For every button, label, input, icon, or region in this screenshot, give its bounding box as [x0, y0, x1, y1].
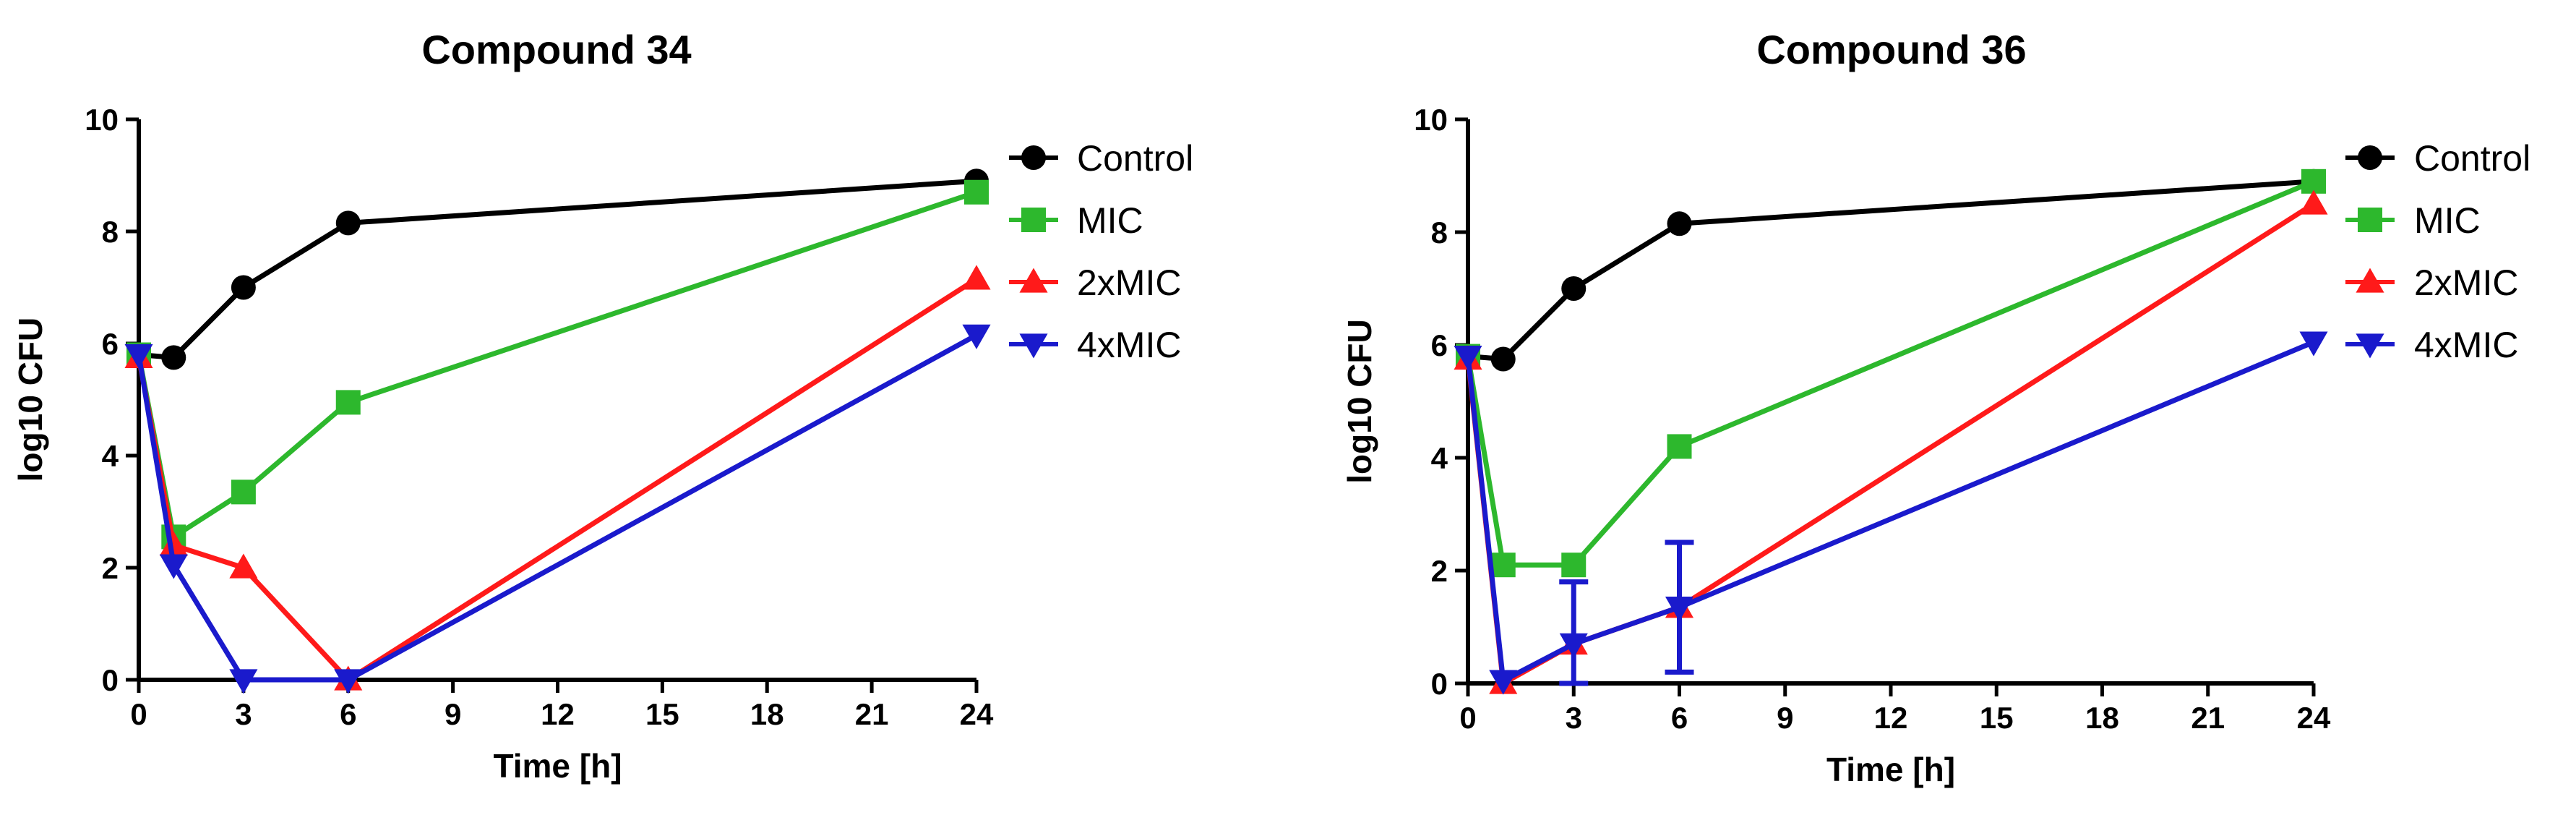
x-tick-label: 9 — [1777, 701, 1793, 735]
legend-entry-2xMIC: 2xMIC — [1009, 263, 1181, 303]
data-point — [964, 179, 989, 205]
y-axis-label: log10 CFU — [12, 317, 49, 482]
legend-label: MIC — [1077, 200, 1143, 241]
x-tick-label: 15 — [645, 697, 679, 731]
data-point — [335, 390, 361, 415]
data-point — [1561, 276, 1587, 301]
x-tick-label: 0 — [130, 697, 147, 731]
y-tick-label: 8 — [102, 215, 119, 249]
legend-entry-2xMIC: 2xMIC — [2345, 263, 2518, 303]
series-line — [1465, 179, 2315, 568]
data-point — [1490, 346, 1516, 372]
legend-entry-MIC: MIC — [2345, 200, 2481, 241]
series-4xMIC — [124, 324, 991, 694]
legend-entry-4xMIC: 4xMIC — [2345, 325, 2518, 365]
y-tick-label: 6 — [102, 327, 119, 361]
data-point — [229, 553, 258, 579]
y-tick-label: 0 — [1431, 667, 1448, 701]
x-tick-label: 6 — [340, 697, 356, 731]
series-line — [136, 276, 978, 683]
y-tick-label: 10 — [85, 103, 119, 137]
y-tick-label: 4 — [1431, 441, 1448, 475]
x-tick-label: 24 — [960, 697, 994, 731]
y-tick-label: 6 — [1431, 328, 1448, 362]
legend-entry-MIC: MIC — [1009, 200, 1143, 241]
legend-label: 2xMIC — [1077, 263, 1181, 303]
legend-label: Control — [2414, 138, 2530, 179]
data-point — [2299, 331, 2328, 357]
data-point — [1490, 553, 1516, 578]
data-point — [159, 531, 188, 556]
x-tick-label: 18 — [2085, 701, 2119, 735]
legend-entry-Control: Control — [2345, 138, 2530, 179]
x-tick-label: 15 — [1980, 701, 2014, 735]
data-point — [124, 344, 153, 370]
legend-label: 2xMIC — [2414, 263, 2518, 303]
y-tick-label: 8 — [1431, 216, 1448, 249]
x-tick-label: 3 — [1566, 701, 1582, 735]
series-MIC — [1456, 169, 2326, 578]
legend-label: 4xMIC — [2414, 325, 2518, 365]
data-point — [1667, 434, 1692, 459]
series-line — [136, 189, 978, 539]
chart-title: Compound 36 — [1756, 27, 2026, 72]
data-point — [962, 265, 991, 290]
x-tick-label: 9 — [445, 697, 461, 731]
x-tick-label: 12 — [1874, 701, 1908, 735]
x-axis-label: Time [h] — [1826, 751, 1955, 788]
legend-label: Control — [1077, 138, 1193, 179]
y-tick-label: 4 — [102, 439, 119, 473]
data-point — [1665, 597, 1694, 622]
legend-entry-Control: Control — [1009, 138, 1193, 179]
chart-title: Compound 34 — [421, 27, 691, 72]
data-point — [2299, 189, 2328, 215]
series-Control — [1456, 169, 2326, 372]
legend-label: 4xMIC — [1077, 325, 1181, 365]
x-tick-label: 0 — [1459, 701, 1476, 735]
series-4xMIC — [1454, 331, 2328, 695]
y-axis-label: log10 CFU — [1341, 319, 1378, 483]
series-Control — [126, 169, 989, 370]
y-tick-label: 10 — [1414, 103, 1448, 137]
x-tick-label: 12 — [541, 697, 575, 731]
series-MIC — [126, 179, 989, 550]
data-point — [1667, 211, 1692, 236]
data-point — [159, 554, 188, 579]
data-point — [229, 669, 258, 694]
x-tick-label: 21 — [855, 697, 889, 731]
x-tick-label: 21 — [2191, 701, 2225, 735]
data-point — [1561, 553, 1587, 578]
y-tick-label: 0 — [102, 663, 119, 697]
legend-label: MIC — [2414, 200, 2481, 241]
x-tick-label: 24 — [2297, 701, 2331, 735]
series-line — [136, 333, 978, 683]
data-point — [962, 324, 991, 349]
legend-entry-4xMIC: 4xMIC — [1009, 325, 1181, 365]
data-point — [334, 669, 363, 694]
data-point — [231, 275, 256, 300]
series-2xMIC — [1454, 189, 2328, 694]
y-tick-label: 2 — [102, 551, 119, 585]
x-axis-label: Time [h] — [493, 747, 622, 785]
series-line — [1465, 339, 2315, 683]
data-point — [1489, 670, 1518, 695]
x-tick-label: 6 — [1671, 701, 1688, 735]
data-point — [2301, 169, 2326, 194]
x-tick-label: 3 — [235, 697, 252, 731]
series-line — [1467, 179, 2314, 362]
series-2xMIC — [124, 265, 991, 691]
data-point — [1454, 345, 1482, 371]
x-tick-label: 18 — [750, 697, 784, 731]
data-point — [335, 210, 361, 236]
y-tick-label: 2 — [1431, 554, 1448, 588]
data-point — [1559, 633, 1588, 658]
data-point — [161, 345, 186, 370]
data-point — [231, 479, 256, 505]
